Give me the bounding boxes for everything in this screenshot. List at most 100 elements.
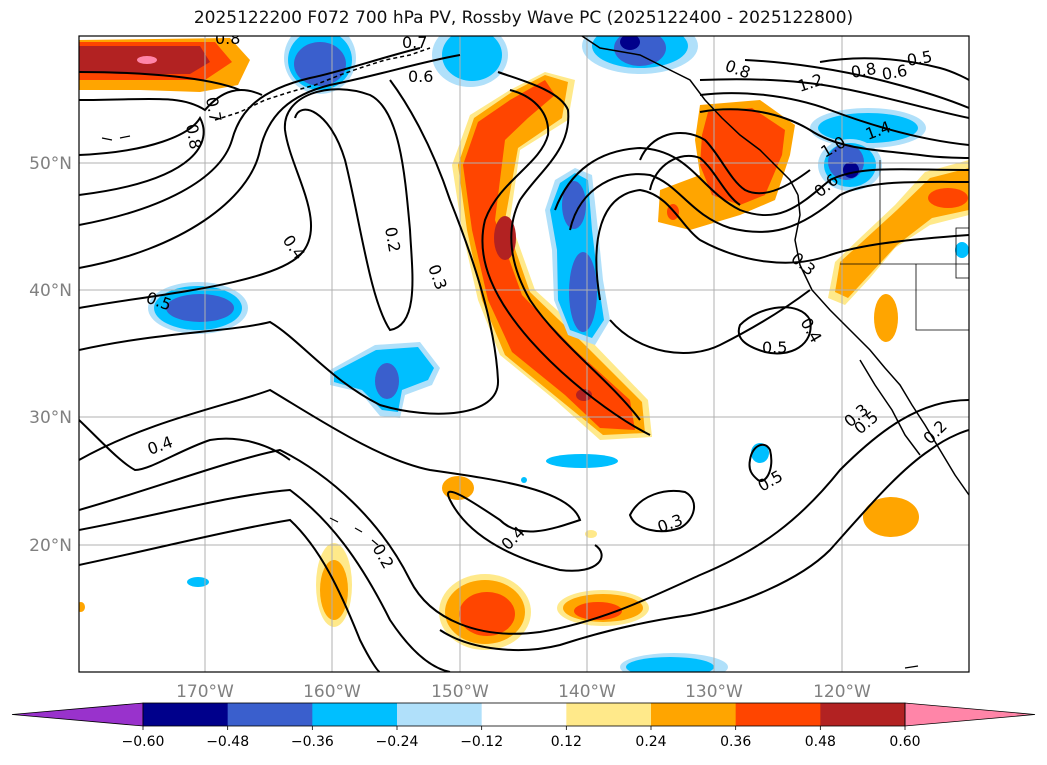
anomaly-patch: [166, 294, 234, 322]
contour-label: 0.8: [182, 122, 205, 150]
colorbar-tick-label: 0.24: [635, 734, 666, 750]
map-frame: [78, 35, 970, 673]
anomaly-patch: [700, 108, 785, 205]
contour-label: 0.3: [424, 262, 451, 292]
pv-contour: [699, 92, 969, 146]
pv-contour: [569, 173, 969, 233]
pv-contour: [439, 429, 969, 651]
anomaly-patch: [546, 454, 618, 468]
contour-label: 0.5: [905, 47, 933, 70]
contour-label: 0.2: [919, 416, 950, 447]
negative-anomaly-shading: [148, 36, 969, 672]
border: [955, 227, 969, 279]
pv-contours: [79, 47, 969, 672]
map-content: 0.8 0.7 0.8 0.7 0.6 0.8 1.2 0.8 0.6 0.5 …: [79, 29, 969, 672]
island: [904, 665, 919, 669]
pv-contour: [79, 89, 263, 112]
north-america-coast: [794, 194, 969, 496]
anomaly-patch: [585, 530, 597, 538]
hawaii-islands: [329, 517, 379, 546]
aleutian-chain: [214, 47, 431, 121]
anomaly-patch: [442, 476, 474, 500]
colorbar-swatch: [481, 703, 567, 726]
colorbar-tick-label: −0.48: [206, 734, 249, 750]
pv-contour: [79, 399, 969, 635]
colorbar-tick-label: −0.12: [460, 734, 503, 750]
pv-contour: [649, 154, 741, 206]
lon-label: 130°W: [685, 682, 743, 702]
pv-contour: [748, 443, 773, 482]
contour-label: 0.4: [279, 231, 309, 263]
contour-label: 1.2: [795, 70, 825, 96]
pv-contour: [609, 289, 811, 354]
contour-label: 0.7: [402, 33, 427, 52]
anomaly-patch: [928, 188, 968, 208]
anomaly-patch: [626, 657, 714, 672]
anomaly-patch: [494, 216, 516, 260]
longitude-labels: 170°W 160°W 150°W 140°W 130°W 120°W: [176, 682, 871, 702]
anomaly-patch: [442, 36, 502, 81]
colorbar-tick-label: 0.48: [805, 734, 836, 750]
anomaly-patch: [137, 56, 157, 64]
contour-label: 0.4: [797, 315, 826, 347]
colorbar-tick-label: −0.24: [376, 734, 419, 750]
pv-contour: [79, 79, 500, 415]
pv-contour: [79, 388, 603, 572]
contour-label: 0.5: [755, 466, 787, 495]
anomaly-patch: [562, 181, 586, 229]
pv-contour: [79, 488, 451, 672]
island: [101, 135, 131, 141]
lat-label: 20°N: [29, 536, 72, 556]
lat-label: 50°N: [29, 154, 72, 174]
lon-label: 140°W: [558, 682, 616, 702]
colorbar-tick-label: −0.60: [122, 734, 165, 750]
contour-label: 0.8: [849, 59, 877, 82]
anomaly-patch: [320, 560, 348, 620]
colorbar-extend-high: [904, 702, 1036, 727]
pv-contour: [79, 518, 381, 672]
pv-contour: [497, 71, 641, 421]
colorbar-tick-label: 0.36: [720, 734, 751, 750]
pv-contour: [79, 47, 421, 226]
contour-label: 0.5: [762, 338, 787, 357]
pv-contour: [699, 78, 969, 119]
colorbar-swatch: [820, 703, 906, 726]
colorbar-swatch: [143, 703, 229, 726]
contour-label: 0.3: [787, 249, 819, 280]
alaska-coast: [581, 36, 799, 196]
colorbar-swatch: [566, 703, 652, 726]
anomaly-patch: [620, 36, 640, 50]
pv-contour: [481, 89, 651, 436]
anomaly-patch: [79, 602, 85, 612]
colorbar-tick-label: −0.36: [291, 734, 334, 750]
pv-contour: [79, 71, 241, 91]
anomaly-patch: [818, 113, 918, 143]
contour-label: 0.6: [408, 67, 433, 86]
latitude-labels: 50°N 40°N 30°N 20°N: [29, 154, 72, 556]
contour-label: 0.8: [215, 29, 240, 48]
pv-contour: [628, 489, 695, 533]
map-title: 2025122200 F072 700 hPa PV, Rossby Wave …: [193, 8, 854, 28]
anomaly-patch: [569, 252, 597, 332]
lat-label: 30°N: [29, 408, 72, 428]
anomaly-patch: [458, 75, 645, 435]
pv-contour: [819, 57, 969, 81]
pv-contour: [595, 188, 969, 301]
lon-label: 160°W: [303, 682, 361, 702]
lon-label: 170°W: [176, 682, 234, 702]
anomaly-patch: [375, 363, 399, 399]
colorbar-frame: [142, 702, 906, 727]
border: [915, 264, 969, 331]
anomaly-patch: [955, 242, 969, 258]
colorbar-swatch: [227, 703, 313, 726]
anomaly-patch: [863, 497, 919, 537]
anomaly-patch: [843, 162, 859, 178]
lon-label: 120°W: [813, 682, 871, 702]
anomaly-patch: [459, 592, 515, 636]
colorbar-swatch: [397, 703, 483, 726]
pv-contour: [79, 419, 291, 472]
contour-label: 0.6: [880, 61, 908, 84]
anomaly-patch: [874, 294, 898, 342]
lon-label: 150°W: [431, 682, 489, 702]
